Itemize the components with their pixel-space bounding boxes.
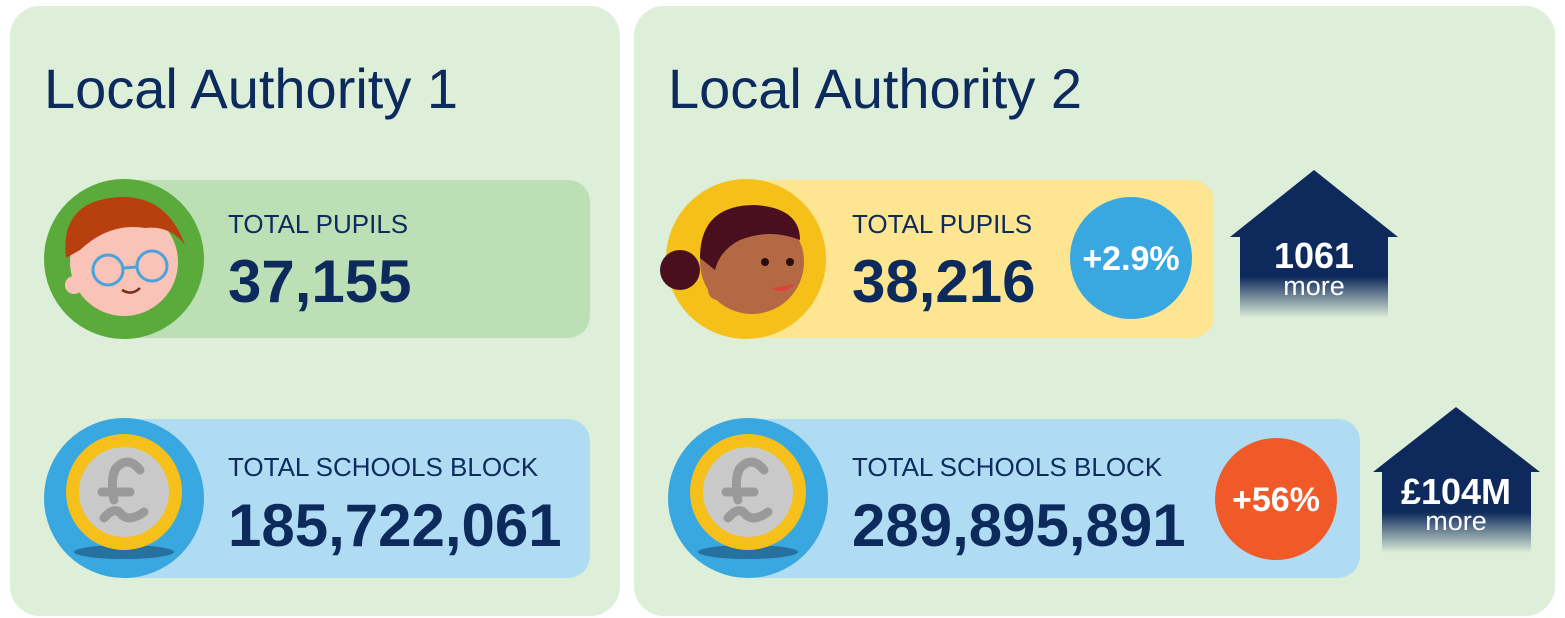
difference-note: more (1283, 271, 1345, 301)
coin-icon (44, 418, 204, 578)
child-icon (44, 179, 204, 339)
stat-value: 38,216 (852, 248, 1036, 315)
stat-card (110, 180, 590, 338)
change-label: +2.9% (1082, 240, 1179, 278)
stat-label: TOTAL PUPILS (852, 209, 1032, 239)
change-label: +56% (1232, 481, 1320, 519)
stat-label: TOTAL PUPILS (228, 209, 408, 239)
stat-value: 37,155 (228, 248, 412, 315)
child-icon (660, 179, 826, 339)
panel-title: Local Authority 2 (668, 57, 1082, 120)
difference-note: more (1425, 506, 1487, 536)
stat-label: TOTAL SCHOOLS BLOCK (228, 452, 539, 482)
difference-value: £104M (1401, 471, 1511, 512)
difference-value: 1061 (1274, 235, 1354, 276)
stat-value: 289,895,891 (852, 492, 1186, 559)
change-badge (1215, 438, 1337, 560)
panel-title: Local Authority 1 (44, 57, 458, 120)
stat-value: 185,722,061 (228, 492, 562, 559)
stat-label: TOTAL SCHOOLS BLOCK (852, 452, 1163, 482)
stat-card (110, 419, 590, 578)
difference-arrow (1230, 170, 1398, 318)
stat-card (735, 419, 1360, 578)
change-badge (1070, 197, 1192, 319)
difference-arrow (1373, 407, 1540, 553)
coin-icon (668, 418, 828, 578)
